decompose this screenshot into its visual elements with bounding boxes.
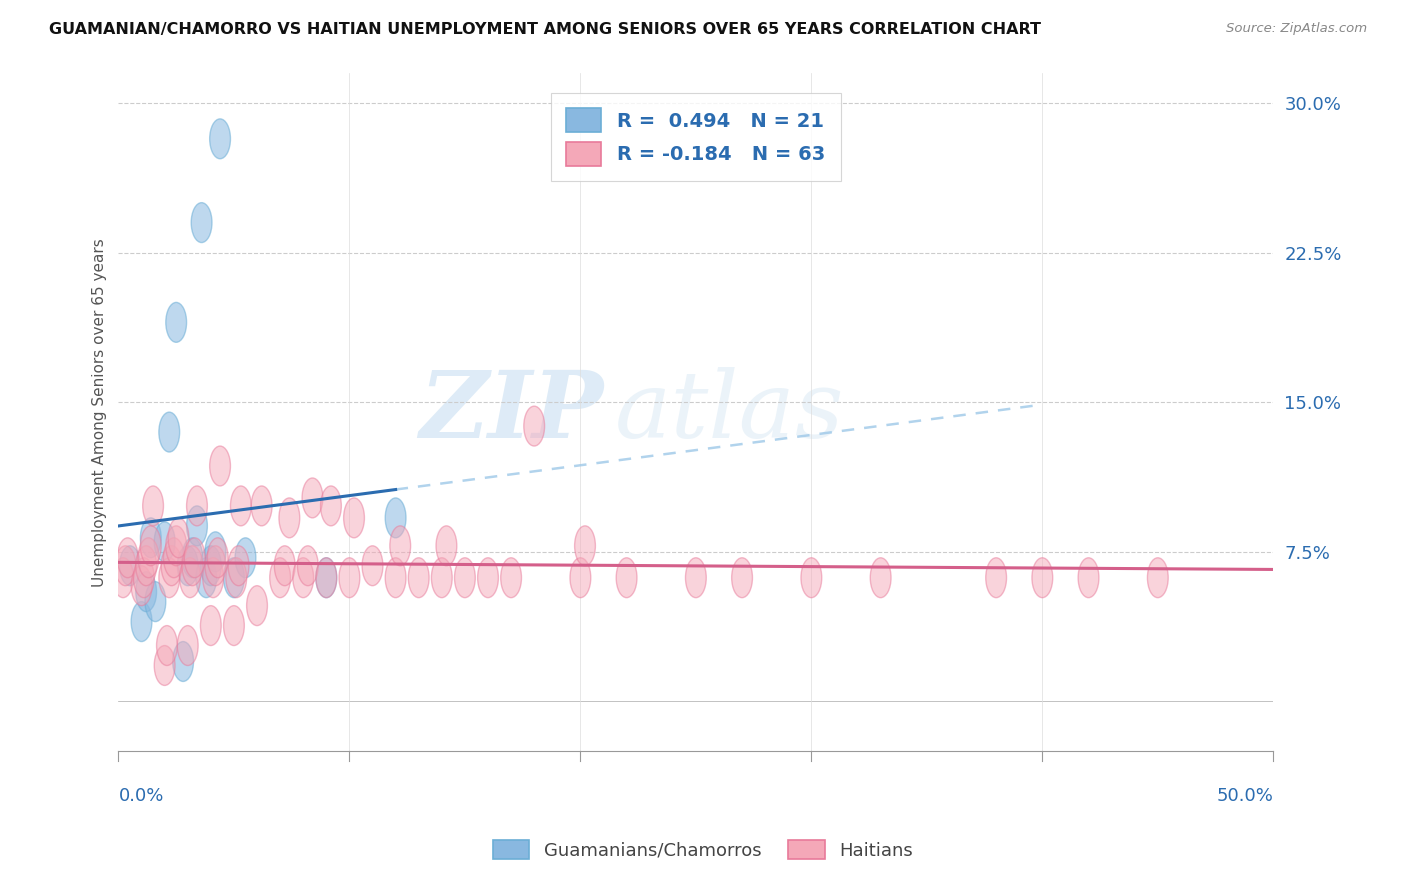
Ellipse shape xyxy=(870,558,891,598)
Ellipse shape xyxy=(138,538,159,578)
Ellipse shape xyxy=(202,558,224,598)
Text: 0.0%: 0.0% xyxy=(118,787,165,805)
Ellipse shape xyxy=(731,558,752,598)
Ellipse shape xyxy=(155,646,174,685)
Ellipse shape xyxy=(298,546,318,586)
Ellipse shape xyxy=(162,546,181,586)
Ellipse shape xyxy=(136,572,156,612)
Ellipse shape xyxy=(1032,558,1053,598)
Text: atlas: atlas xyxy=(614,368,845,457)
Ellipse shape xyxy=(169,518,188,558)
Text: Source: ZipAtlas.com: Source: ZipAtlas.com xyxy=(1226,22,1367,36)
Text: ZIP: ZIP xyxy=(419,368,603,457)
Ellipse shape xyxy=(575,526,595,566)
Ellipse shape xyxy=(207,538,228,578)
Ellipse shape xyxy=(131,566,152,606)
Ellipse shape xyxy=(339,558,360,598)
Ellipse shape xyxy=(163,538,184,578)
Ellipse shape xyxy=(278,498,299,538)
Ellipse shape xyxy=(235,538,256,578)
Ellipse shape xyxy=(432,558,453,598)
Ellipse shape xyxy=(145,582,166,622)
Ellipse shape xyxy=(686,558,706,598)
Ellipse shape xyxy=(187,506,207,546)
Ellipse shape xyxy=(986,558,1007,598)
Ellipse shape xyxy=(231,486,252,526)
Ellipse shape xyxy=(187,486,207,526)
Ellipse shape xyxy=(226,558,246,598)
Ellipse shape xyxy=(302,478,323,518)
Ellipse shape xyxy=(252,486,271,526)
Ellipse shape xyxy=(136,546,156,586)
Ellipse shape xyxy=(501,558,522,598)
Ellipse shape xyxy=(343,498,364,538)
Ellipse shape xyxy=(569,558,591,598)
Ellipse shape xyxy=(201,606,221,646)
Ellipse shape xyxy=(270,558,291,598)
Ellipse shape xyxy=(166,302,187,343)
Ellipse shape xyxy=(141,526,162,566)
Ellipse shape xyxy=(141,518,162,558)
Ellipse shape xyxy=(177,625,198,665)
Ellipse shape xyxy=(224,558,245,598)
Ellipse shape xyxy=(478,558,498,598)
Text: GUAMANIAN/CHAMORRO VS HAITIAN UNEMPLOYMENT AMONG SENIORS OVER 65 YEARS CORRELATI: GUAMANIAN/CHAMORRO VS HAITIAN UNEMPLOYME… xyxy=(49,22,1042,37)
Ellipse shape xyxy=(142,486,163,526)
Ellipse shape xyxy=(195,558,217,598)
Ellipse shape xyxy=(246,586,267,625)
Ellipse shape xyxy=(201,546,221,586)
Ellipse shape xyxy=(408,558,429,598)
Ellipse shape xyxy=(209,119,231,159)
Ellipse shape xyxy=(191,202,212,243)
Ellipse shape xyxy=(1078,558,1099,598)
Ellipse shape xyxy=(166,526,187,566)
Ellipse shape xyxy=(181,546,202,586)
Ellipse shape xyxy=(1147,558,1168,598)
Ellipse shape xyxy=(131,601,152,641)
Ellipse shape xyxy=(209,446,231,486)
Text: 50.0%: 50.0% xyxy=(1216,787,1274,805)
Ellipse shape xyxy=(155,522,174,562)
Ellipse shape xyxy=(385,558,406,598)
Ellipse shape xyxy=(454,558,475,598)
Ellipse shape xyxy=(228,546,249,586)
Ellipse shape xyxy=(274,546,295,586)
Ellipse shape xyxy=(385,498,406,538)
Ellipse shape xyxy=(292,558,314,598)
Ellipse shape xyxy=(120,546,141,586)
Ellipse shape xyxy=(112,558,134,598)
Ellipse shape xyxy=(205,546,226,586)
Ellipse shape xyxy=(115,546,136,586)
Ellipse shape xyxy=(436,526,457,566)
Ellipse shape xyxy=(173,641,194,681)
Legend: Guamanians/Chamorros, Haitians: Guamanians/Chamorros, Haitians xyxy=(486,833,920,867)
Ellipse shape xyxy=(117,538,138,578)
Ellipse shape xyxy=(321,486,342,526)
Y-axis label: Unemployment Among Seniors over 65 years: Unemployment Among Seniors over 65 years xyxy=(93,238,107,587)
Ellipse shape xyxy=(316,558,336,598)
Ellipse shape xyxy=(389,526,411,566)
Ellipse shape xyxy=(205,532,226,572)
Ellipse shape xyxy=(177,546,198,586)
Ellipse shape xyxy=(159,558,180,598)
Legend: R =  0.494   N = 21, R = -0.184   N = 63: R = 0.494 N = 21, R = -0.184 N = 63 xyxy=(551,93,841,181)
Ellipse shape xyxy=(801,558,821,598)
Ellipse shape xyxy=(180,558,201,598)
Ellipse shape xyxy=(181,538,202,578)
Ellipse shape xyxy=(224,606,245,646)
Ellipse shape xyxy=(616,558,637,598)
Ellipse shape xyxy=(363,546,382,586)
Ellipse shape xyxy=(316,558,336,598)
Ellipse shape xyxy=(524,406,544,446)
Ellipse shape xyxy=(184,538,205,578)
Ellipse shape xyxy=(159,412,180,452)
Ellipse shape xyxy=(134,558,155,598)
Ellipse shape xyxy=(156,625,177,665)
